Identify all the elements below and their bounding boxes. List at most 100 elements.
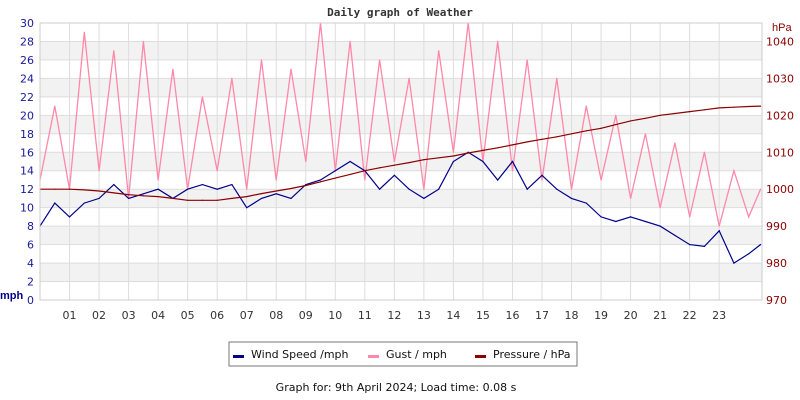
- x-tick-label: 21: [653, 309, 667, 322]
- data-point: [511, 170, 514, 172]
- data-point: [689, 216, 691, 218]
- grid-band: [40, 189, 762, 208]
- data-point: [246, 195, 248, 198]
- x-tick-label: 08: [269, 309, 283, 322]
- left-tick-label: 28: [20, 35, 34, 48]
- data-point: [674, 142, 676, 144]
- data-point: [393, 164, 395, 166]
- data-point: [644, 133, 646, 135]
- data-point: [615, 123, 617, 126]
- data-point: [378, 167, 381, 169]
- left-tick-label: 4: [27, 257, 34, 270]
- data-point: [585, 130, 587, 132]
- data-point: [54, 105, 56, 107]
- data-point: [748, 253, 750, 255]
- data-point: [54, 202, 56, 204]
- data-point: [600, 216, 602, 218]
- data-point: [659, 225, 661, 227]
- data-point: [54, 188, 56, 190]
- data-point: [748, 105, 750, 108]
- data-point: [246, 188, 248, 190]
- data-point: [187, 199, 189, 201]
- grid-band: [40, 78, 762, 97]
- data-point: [615, 220, 617, 223]
- data-point: [201, 183, 204, 186]
- x-tick-label: 10: [328, 309, 342, 322]
- right-tick-label: 970: [766, 294, 787, 307]
- data-point: [378, 59, 381, 61]
- left-tick-label: 6: [27, 239, 34, 252]
- data-point: [98, 190, 100, 192]
- data-point: [759, 244, 762, 246]
- right-tick-label: 1000: [766, 183, 794, 196]
- data-point: [290, 187, 292, 190]
- data-point: [718, 225, 720, 227]
- grid-band: [40, 263, 762, 282]
- x-tick-label: 11: [358, 309, 372, 322]
- data-point: [556, 77, 558, 79]
- data-point: [216, 199, 218, 201]
- data-point: [759, 188, 762, 190]
- data-point: [644, 220, 646, 223]
- data-point: [334, 170, 336, 172]
- grid-band: [40, 152, 762, 171]
- data-point: [644, 117, 646, 119]
- data-point: [334, 177, 336, 179]
- data-point: [142, 193, 144, 195]
- left-axis-label: mph: [0, 290, 24, 302]
- data-point: [689, 111, 691, 113]
- data-point: [260, 59, 263, 61]
- data-point: [290, 197, 292, 200]
- data-point: [703, 151, 706, 153]
- data-point: [127, 194, 130, 196]
- right-tick-label: 1010: [766, 146, 794, 159]
- data-point: [349, 160, 351, 163]
- left-tick-label: 12: [20, 183, 34, 196]
- series-line-wind: [39, 151, 761, 264]
- data-point: [423, 159, 425, 161]
- data-point: [423, 197, 425, 200]
- data-point: [556, 188, 558, 190]
- data-point: [629, 197, 632, 200]
- left-tick-label: 14: [20, 165, 34, 178]
- data-point: [113, 192, 115, 194]
- data-point: [231, 197, 233, 200]
- data-point: [216, 170, 218, 172]
- data-point: [748, 216, 750, 218]
- data-point: [113, 50, 115, 52]
- right-tick-label: 1030: [766, 72, 794, 85]
- x-tick-label: 12: [387, 309, 401, 322]
- x-tick-label: 03: [122, 309, 136, 322]
- data-point: [526, 141, 528, 143]
- series-line-gust: [39, 22, 762, 227]
- left-tick-label: 18: [20, 128, 34, 141]
- left-tick-label: 20: [20, 109, 34, 122]
- right-tick-label: 980: [766, 257, 787, 270]
- data-point: [452, 155, 455, 157]
- data-point: [408, 162, 410, 164]
- data-point: [157, 179, 159, 181]
- data-point: [541, 174, 543, 176]
- legend-label: Gust / mph: [386, 348, 447, 361]
- data-point: [718, 107, 720, 109]
- data-point: [127, 197, 130, 200]
- data-point: [83, 31, 85, 33]
- data-point: [275, 179, 277, 181]
- data-point: [157, 188, 159, 190]
- data-point: [260, 193, 263, 195]
- data-point: [703, 245, 706, 248]
- x-tick-label: 07: [240, 309, 254, 322]
- data-point: [467, 152, 469, 154]
- grid-band: [40, 226, 762, 245]
- data-point: [290, 68, 292, 70]
- x-tick-label: 18: [565, 309, 579, 322]
- grid-band: [40, 41, 762, 60]
- left-tick-label: 8: [27, 220, 34, 233]
- data-point: [482, 160, 484, 163]
- data-point: [438, 157, 440, 159]
- right-tick-label: 990: [766, 220, 787, 233]
- data-point: [201, 96, 204, 98]
- data-point: [759, 105, 762, 107]
- data-point: [231, 77, 233, 79]
- data-point: [585, 105, 587, 107]
